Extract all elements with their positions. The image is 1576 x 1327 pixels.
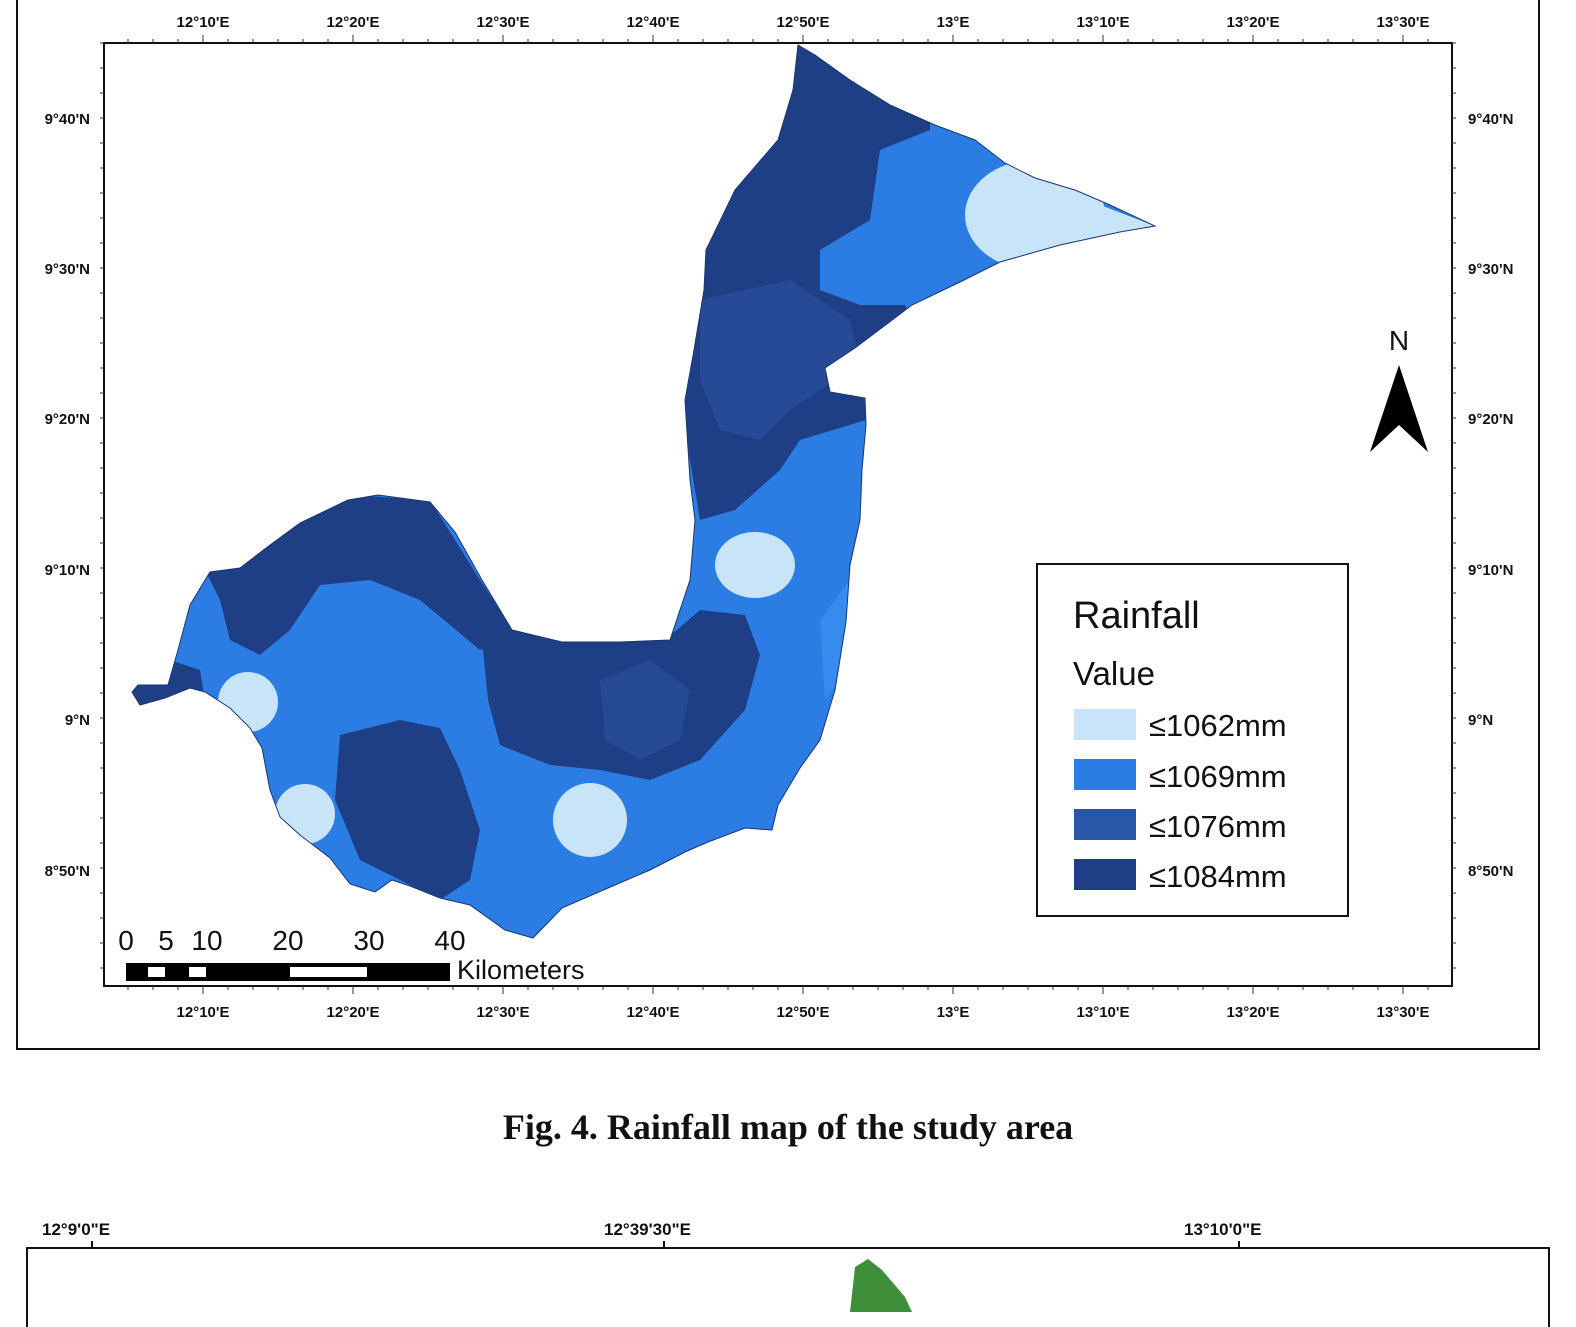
top-lon-label: 12°40'E [627,14,680,31]
legend-item-label: ≤1069mm [1149,759,1287,794]
right-lat-label: 8°50'N [1468,863,1513,880]
right-lat-label: 9°N [1468,712,1493,729]
legend-title: Rainfall [1073,595,1200,637]
second-map-frame [26,1247,1550,1327]
bottom-longitude-labels: 12°10'E 12°20'E 12°30'E 12°40'E 12°50'E … [177,1004,1430,1021]
bottom-lon-label: 12°10'E [177,1004,230,1021]
zone-1076mm-center [600,660,690,760]
top-lon-label: 13°10'E [1077,14,1130,31]
zone-1076mm-north [700,280,862,440]
scale-unit: Kilometers [457,955,585,985]
second-map-region [850,1259,912,1312]
north-arrow-icon [1370,365,1428,452]
scale-number: 5 [158,925,174,956]
left-lat-label: 9°10'N [45,562,90,579]
bottom-lon-label: 12°30'E [477,1004,530,1021]
top-lon-label: 12°30'E [477,14,530,31]
scale-segment [189,967,206,977]
legend: Rainfall Value ≤1062mm ≤1069mm ≤1076mm ≤… [1036,563,1349,917]
legend-subtitle: Value [1073,655,1155,692]
top-lon-label: 12°10'E [177,14,230,31]
bottom-lon-label: 13°E [937,1004,970,1021]
right-lat-label: 9°10'N [1468,562,1513,579]
right-lat-label: 9°30'N [1468,261,1513,278]
north-arrow: N [1370,325,1428,452]
scale-number: 0 [118,925,134,956]
zone-1084mm-south [335,720,480,900]
map2-lon-label: 13°10'0"E [1184,1220,1262,1239]
legend-item-label: ≤1076mm [1149,809,1287,844]
left-lat-label: 9°20'N [45,411,90,428]
scale-number: 40 [434,925,465,956]
graticule-ticks [100,35,1456,994]
map2-tick [663,1241,665,1249]
top-lon-label: 12°50'E [777,14,830,31]
left-lat-label: 9°N [65,712,90,729]
bottom-lon-label: 13°10'E [1077,1004,1130,1021]
top-lon-label: 13°20'E [1227,14,1280,31]
top-lon-label: 13°E [937,14,970,31]
bottom-lon-label: 12°40'E [627,1004,680,1021]
top-lon-label: 13°30'E [1377,14,1430,31]
legend-swatch [1074,709,1136,740]
right-lat-label: 9°20'N [1468,411,1513,428]
left-lat-label: 9°40'N [45,111,90,128]
bottom-lon-label: 13°30'E [1377,1004,1430,1021]
scale-segment [290,967,367,977]
top-lon-label: 12°20'E [327,14,380,31]
rainfall-map-frame [16,0,1540,1050]
zone-1062mm-southwest [275,784,335,844]
rainfall-map: 12°10'E 12°20'E 12°30'E 12°40'E 12°50'E … [45,14,1514,1021]
zone-1062mm-east [715,532,795,598]
right-lat-label: 9°40'N [1468,111,1513,128]
north-label: N [1389,325,1409,356]
bottom-lon-label: 12°50'E [777,1004,830,1021]
scale-number: 20 [272,925,303,956]
left-lat-label: 8°50'N [45,863,90,880]
legend-item-label: ≤1062mm [1149,708,1287,743]
map2-lon-label: 12°9'0"E [42,1220,111,1239]
map2-tick [1238,1241,1240,1249]
left-latitude-labels: 9°40'N 9°30'N 9°20'N 9°10'N 9°N 8°50'N [45,111,90,880]
scale-segment [148,967,165,977]
map2-tick [91,1241,93,1249]
legend-swatch [1074,759,1136,790]
scale-number: 30 [353,925,384,956]
map2-lon-label: 12°39'30"E [604,1220,691,1239]
second-map-green-area [850,1259,912,1312]
scale-bar: 0 5 10 20 30 40 Kilometers [118,925,584,985]
zone-1062mm-northeast-tail [1035,180,1155,250]
figure-caption: Fig. 4. Rainfall map of the study area [502,1107,1074,1147]
zone-1062mm-south [553,783,627,857]
legend-item-label: ≤1084mm [1149,859,1287,894]
right-latitude-labels: 9°40'N 9°30'N 9°20'N 9°10'N 9°N 8°50'N [1468,111,1513,880]
bottom-lon-label: 12°20'E [327,1004,380,1021]
legend-swatch [1074,859,1136,890]
scale-segment [126,963,450,981]
bottom-lon-label: 13°20'E [1227,1004,1280,1021]
left-lat-label: 9°30'N [45,261,90,278]
zone-1062mm-west [218,672,278,732]
top-longitude-labels: 12°10'E 12°20'E 12°30'E 12°40'E 12°50'E … [177,14,1430,31]
scale-number: 10 [191,925,222,956]
legend-swatch [1074,809,1136,840]
